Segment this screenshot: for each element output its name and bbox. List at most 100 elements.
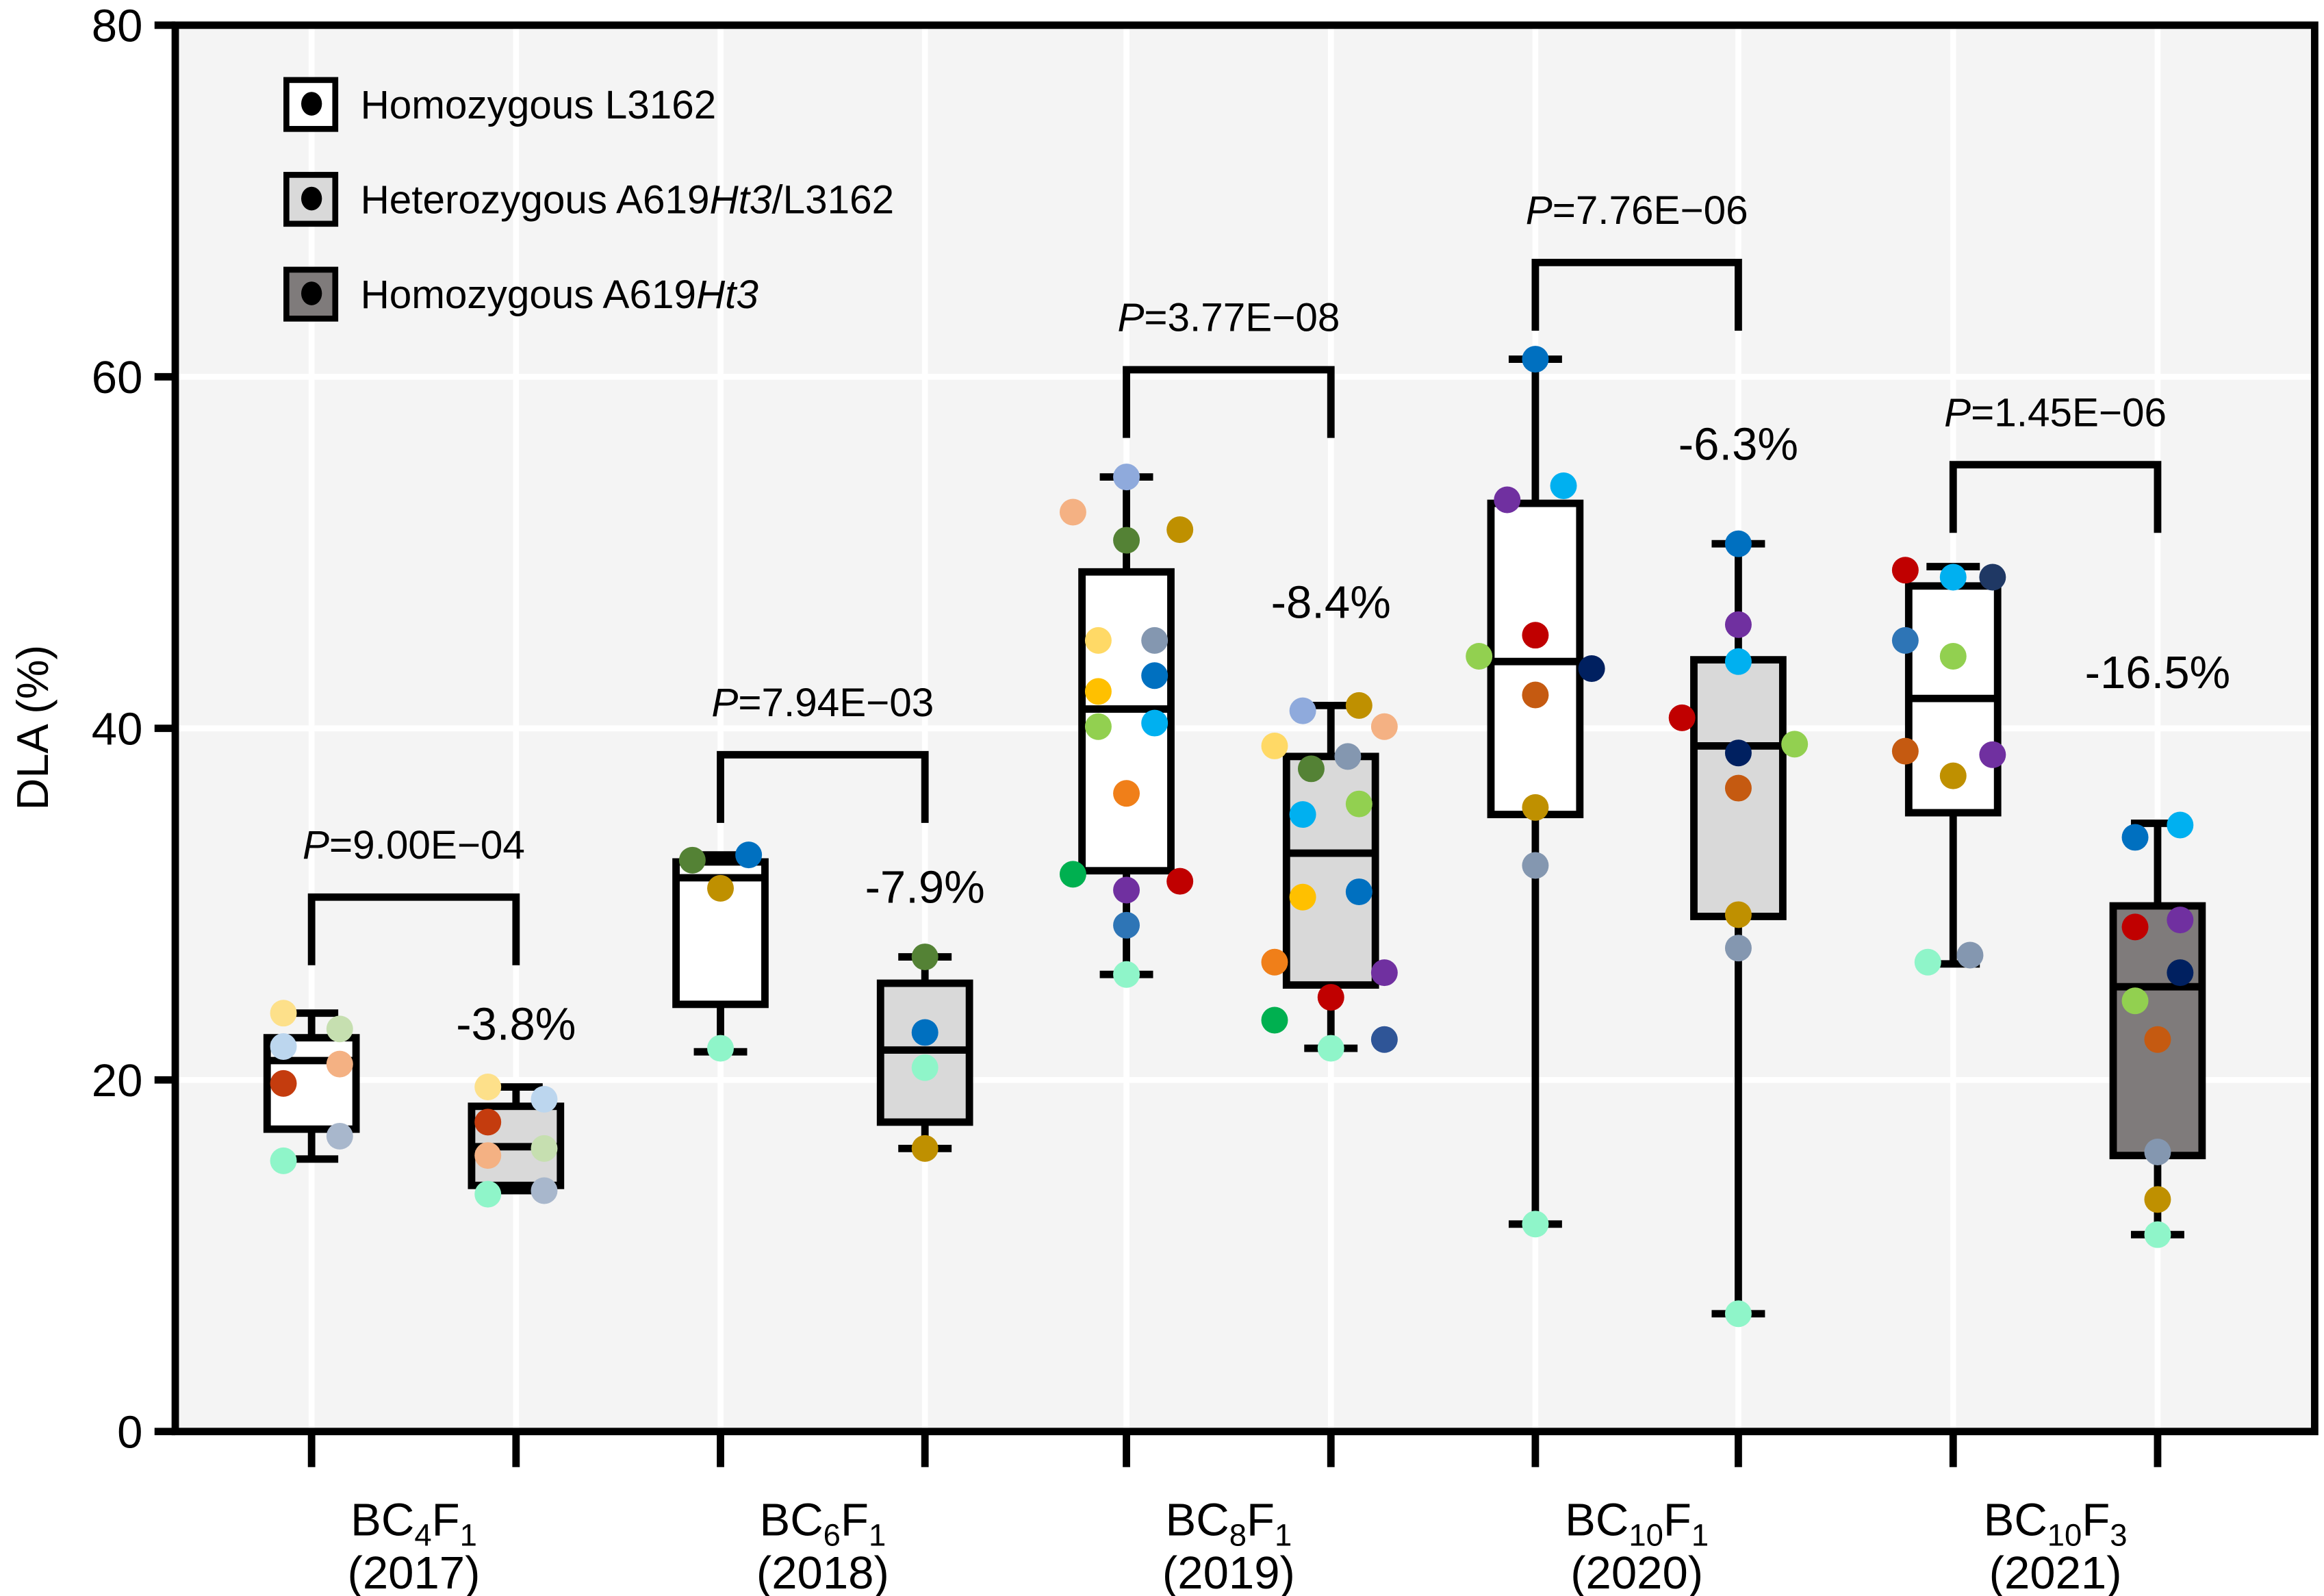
- box-2-1: [1261, 692, 1398, 1062]
- legend-label: Homozygous A619Ht3: [361, 273, 758, 317]
- box-iqr: [2109, 902, 2206, 1160]
- legend-dot-icon: [301, 186, 322, 211]
- y-tick-label: 20: [92, 1055, 143, 1106]
- p-value-label: P=7.94E−03: [711, 681, 934, 725]
- box-4-1: [2109, 811, 2206, 1248]
- data-point: [531, 1177, 558, 1204]
- significance-bracket: [1949, 461, 2162, 533]
- data-point: [1724, 611, 1752, 638]
- box-3-0: [1466, 346, 1605, 1238]
- data-point: [1724, 1300, 1752, 1328]
- data-point: [474, 1109, 502, 1136]
- data-point: [1113, 961, 1140, 988]
- data-point: [1345, 878, 1372, 906]
- box-plots: [263, 346, 2206, 1328]
- data-point: [1113, 780, 1140, 807]
- subscript: 1: [460, 1517, 477, 1552]
- p-value-label: P=7.76E−06: [1526, 188, 1748, 233]
- data-point: [1956, 941, 1984, 969]
- data-point: [1550, 472, 1577, 499]
- data-point: [2121, 987, 2149, 1015]
- label-part: BC: [350, 1494, 414, 1545]
- y-tick-label: 80: [92, 1, 143, 52]
- subscript: 8: [1229, 1517, 1247, 1552]
- percent-change-label: -3.8%: [456, 999, 576, 1050]
- data-point: [1891, 626, 1919, 654]
- data-point: [1522, 794, 1549, 821]
- significance-bracket: [1123, 366, 1335, 438]
- label-part: F: [2082, 1494, 2110, 1545]
- p-value-label: P=3.77E−08: [1117, 296, 1340, 340]
- box-3-1: [1668, 530, 1809, 1328]
- p-value-label: P=9.00E−04: [303, 823, 525, 867]
- data-point: [1522, 852, 1549, 879]
- data-point: [1522, 1211, 1549, 1238]
- subscript: 3: [2110, 1517, 2127, 1552]
- percent-change-label: -6.3%: [1678, 418, 1798, 470]
- data-point: [2167, 907, 2194, 934]
- data-point: [1059, 498, 1086, 526]
- p-value-label: P=1.45E−06: [1944, 390, 2167, 435]
- data-point: [911, 1054, 938, 1081]
- data-point: [707, 874, 735, 902]
- data-point: [1261, 1006, 1288, 1034]
- data-point: [1141, 626, 1169, 654]
- data-point: [1724, 935, 1752, 962]
- data-point: [1578, 655, 1605, 682]
- label-part: F: [841, 1494, 869, 1545]
- data-point: [1084, 713, 1112, 740]
- label-part: BC: [1565, 1494, 1629, 1545]
- subscript: 1: [1275, 1517, 1292, 1552]
- data-point: [2144, 1186, 2171, 1213]
- data-point: [1494, 486, 1521, 514]
- subscript: 1: [869, 1517, 886, 1552]
- x-tick-year: (2018): [756, 1547, 889, 1596]
- label-part: BC: [1984, 1494, 2047, 1545]
- data-point: [1141, 662, 1169, 689]
- data-point: [1345, 692, 1372, 719]
- data-point: [326, 1015, 353, 1043]
- data-point: [474, 1074, 502, 1101]
- data-point: [1141, 709, 1169, 737]
- data-point: [1724, 774, 1752, 802]
- data-point: [1668, 704, 1696, 731]
- data-point: [1289, 883, 1316, 911]
- y-tick-label: 0: [117, 1407, 142, 1458]
- label-part: F: [1663, 1494, 1691, 1545]
- x-tick-year: (2020): [1570, 1547, 1703, 1596]
- label-part: F: [432, 1494, 460, 1545]
- x-tick-label: BC6F1: [759, 1494, 886, 1552]
- x-tick-label: BC8F1: [1166, 1494, 1292, 1552]
- label-part: BC: [759, 1494, 823, 1545]
- data-point: [531, 1135, 558, 1162]
- data-point: [1370, 959, 1398, 987]
- data-point: [1317, 984, 1344, 1011]
- y-axis-label: DLA (%): [8, 645, 58, 811]
- data-point: [270, 1069, 297, 1097]
- data-point: [2167, 959, 2194, 987]
- data-point: [911, 1019, 938, 1046]
- box-1-1: [876, 943, 973, 1162]
- data-point: [735, 841, 763, 869]
- data-point: [1914, 948, 1941, 976]
- box-1-0: [672, 841, 769, 1062]
- axes: BC4F1(2017)BC6F1(2018)BC8F1(2019)BC10F1(…: [92, 1, 2319, 1596]
- data-point: [1466, 643, 1493, 670]
- data-point: [1724, 901, 1752, 928]
- x-tick-label: BC10F1: [1565, 1494, 1709, 1552]
- data-point: [1939, 643, 1967, 670]
- data-point: [1939, 762, 1967, 789]
- x-tick-year: (2017): [348, 1547, 481, 1596]
- data-point: [1084, 678, 1112, 705]
- data-point: [1113, 527, 1140, 554]
- x-tick-label: BC4F1: [350, 1494, 477, 1552]
- data-point: [2121, 913, 2149, 941]
- significance-bracket: [307, 893, 520, 965]
- data-point: [1166, 516, 1194, 544]
- label-part: BC: [1166, 1494, 1229, 1545]
- data-point: [1289, 697, 1316, 724]
- data-point: [911, 943, 938, 971]
- data-point: [1166, 867, 1194, 895]
- data-point: [1724, 530, 1752, 557]
